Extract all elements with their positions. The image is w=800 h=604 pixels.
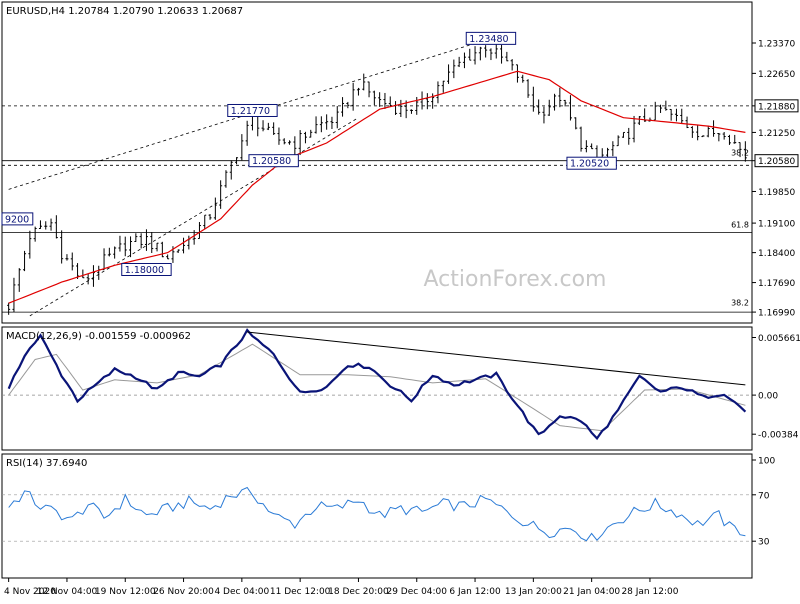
annotation-text-0: 1.23480 (469, 34, 508, 45)
price-tag-label-1: 1.20580 (758, 157, 795, 167)
x-tick-label-3: 26 Nov 20:00 (153, 587, 214, 597)
x-tick-label-11: 28 Jan 12:00 (621, 587, 678, 597)
x-tick-label-9: 13 Jan 20:00 (505, 587, 562, 597)
x-tick-label-4: 4 Dec 04:00 (214, 587, 269, 597)
price-tick-label-0: 1.23370 (758, 40, 795, 50)
macd-tick-label-1: 0.00 (758, 392, 778, 402)
x-tick-label-1: 12 Nov 04:00 (37, 587, 98, 597)
moving-average-line (8, 70, 746, 304)
fib-label-1: 61.8 (731, 220, 749, 229)
rsi-title: RSI(14) 37.6940 (6, 458, 87, 469)
annotation-text-4: 1.18000 (125, 265, 164, 276)
annotation-box-1 (227, 103, 278, 117)
price-tick-label-7: 1.18400 (758, 249, 795, 259)
annotation-box-0 (465, 31, 517, 45)
x-tick-label-8: 6 Jan 12:00 (449, 587, 501, 597)
x-tick-label-2: 19 Nov 12:00 (95, 587, 156, 597)
fib-label-2: 38.2 (731, 298, 749, 307)
price-tag-box-0 (754, 99, 799, 113)
price-trendline-1 (29, 117, 359, 317)
price-tag-box-1 (754, 154, 799, 168)
annotation-text-2: 1.20580 (252, 156, 291, 167)
macd-line (7, 328, 747, 441)
x-tick-label-10: 21 Jan 04:00 (563, 587, 620, 597)
macd-signal-line (8, 343, 746, 432)
price-tick-label-6: 1.19100 (758, 220, 795, 230)
price-tick-label-3: 1.21250 (758, 129, 795, 139)
macd-trendline (247, 331, 746, 386)
rsi-tick-label-1: 70 (758, 491, 770, 501)
price-tick-label-1: 1.22650 (758, 70, 795, 80)
price-tag-label-0: 1.21880 (758, 102, 795, 112)
price-tick-label-9: 1.16990 (758, 309, 795, 319)
rsi-line (8, 486, 746, 542)
rsi-tick-label-2: 30 (758, 538, 770, 548)
price-title: EURUSD,H4 1.20784 1.20790 1.20633 1.2068… (6, 6, 243, 17)
x-tick-label-0: 4 Nov 2020 (4, 587, 56, 597)
annotation-text-5: 9200 (5, 214, 29, 225)
macd-tick-label-2: -0.00384 (758, 431, 799, 441)
price-panel-frame (1, 1, 753, 324)
x-tick-label-5: 11 Dec 12:00 (270, 587, 331, 597)
watermark: ActionForex.com (424, 267, 607, 292)
annotation-box-2 (248, 154, 299, 168)
x-tick-label-7: 29 Dec 04:00 (386, 587, 447, 597)
macd-layer (2, 328, 752, 441)
rsi-panel-frame (1, 453, 753, 579)
macd-title: MACD(12,26,9) -0.001559 -0.000962 (6, 331, 191, 342)
annotation-box-4 (121, 262, 172, 276)
x-tick-label-6: 18 Dec 20:00 (328, 587, 389, 597)
axis-layer: 1.23370 1.22650 1.21880 1.21250 1.20580 1.198… (4, 40, 800, 597)
rsi-layer (2, 486, 752, 542)
annotation-box-3 (566, 156, 617, 170)
annotation-text-3: 1.20520 (570, 159, 609, 170)
price-tick-label-5: 1.19850 (758, 188, 795, 198)
rsi-tick-label-0: 100 (758, 457, 775, 467)
macd-panel-frame (1, 326, 753, 451)
price-tick-label-8: 1.17690 (758, 279, 795, 289)
annotation-box-5 (1, 212, 34, 226)
macd-tick-label-0: 0.005661 (758, 334, 800, 344)
annotation-text-1: 1.21770 (231, 106, 270, 117)
